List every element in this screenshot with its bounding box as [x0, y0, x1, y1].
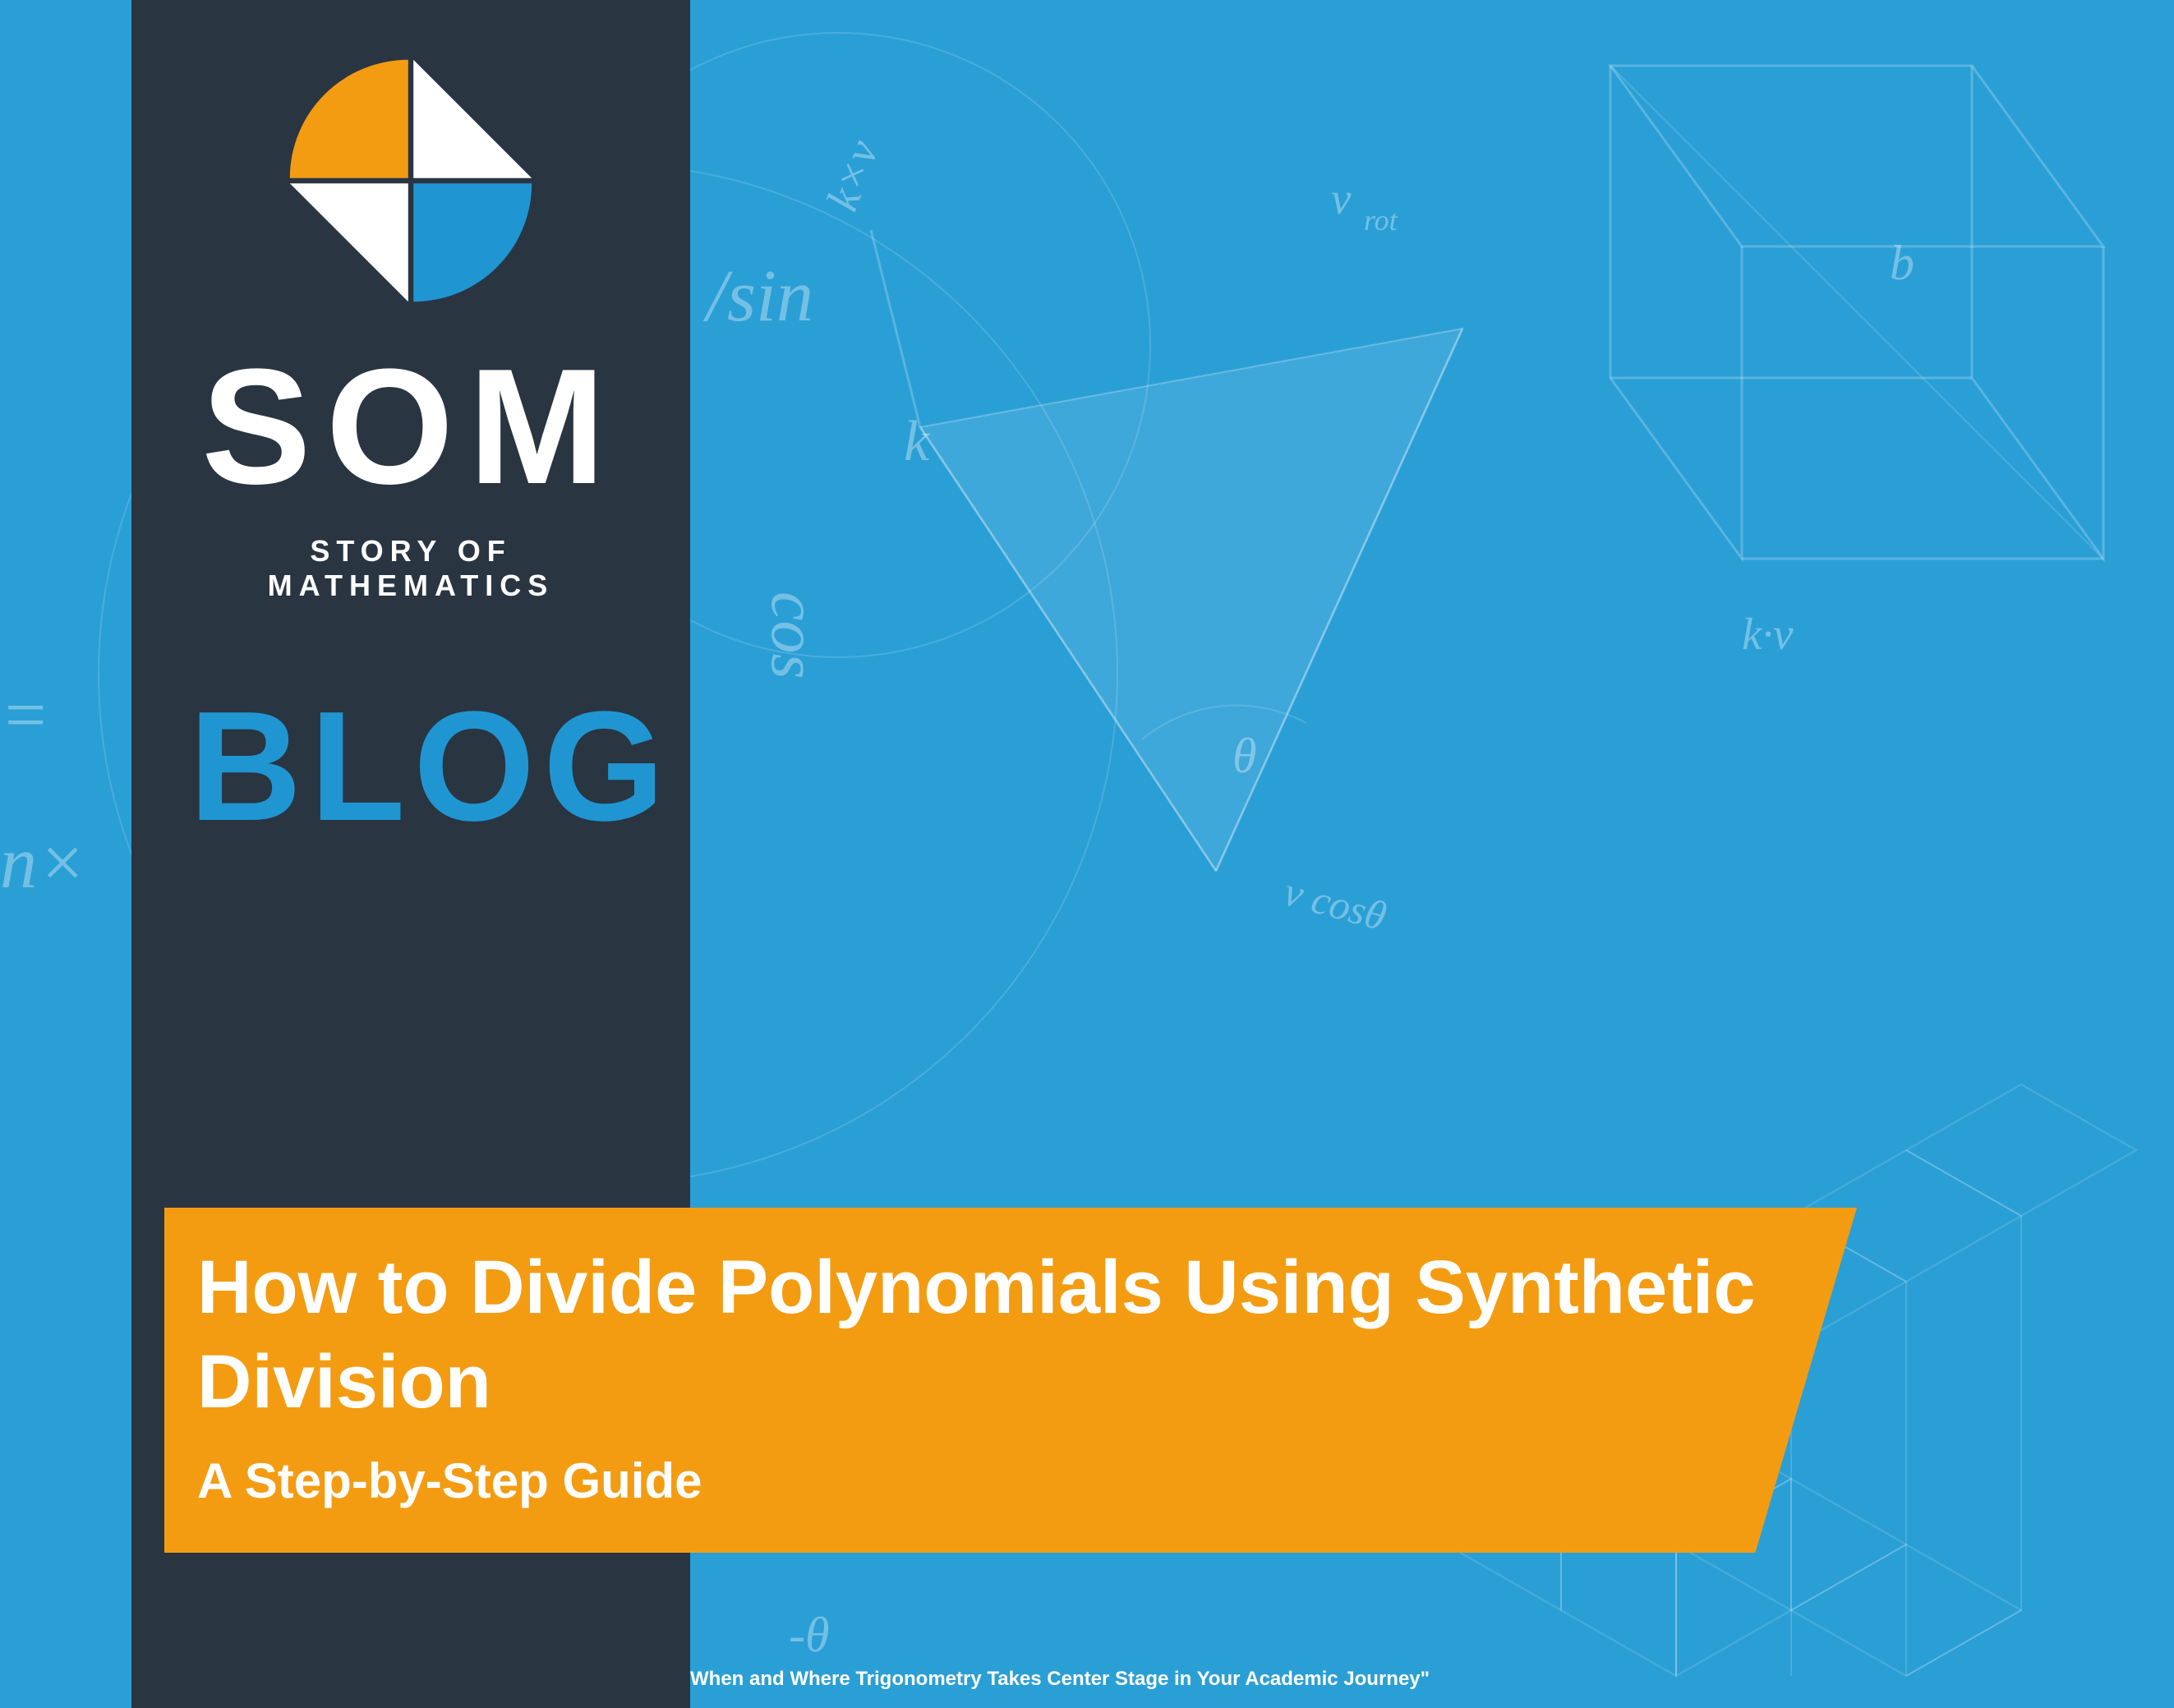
- svg-text:k·v: k·v: [1742, 609, 1794, 659]
- svg-text:n×: n×: [0, 822, 87, 904]
- logo-mark: [279, 49, 542, 312]
- logo-quad-br: [413, 183, 532, 302]
- post-subtitle: A Step-by-Step Guide: [197, 1452, 1808, 1509]
- logo-mark-svg: [279, 49, 542, 312]
- svg-text:-θ: -θ: [789, 1608, 829, 1662]
- blog-label: BLOG: [189, 677, 641, 856]
- blog-hero-graphic: /sin cos θ k k×v v rot: [0, 0, 2174, 1708]
- svg-text:v: v: [1331, 173, 1352, 223]
- svg-text:θ: θ: [1232, 729, 1256, 783]
- svg-text:k: k: [904, 410, 931, 473]
- logo-quad-tr: [413, 60, 532, 178]
- svg-text:b: b: [1890, 236, 1914, 290]
- logo-wordmark: SOM: [181, 345, 641, 509]
- footer-caption: When and Where Trigonometry Takes Center…: [690, 1668, 1430, 1691]
- post-title: How to Divide Polynomials Using Syntheti…: [197, 1241, 1808, 1429]
- svg-text:=: =: [0, 674, 50, 756]
- logo-quad-tl: [290, 60, 408, 178]
- svg-text:v cosθ: v cosθ: [1279, 868, 1391, 940]
- logo-tagline: STORY OF MATHEMATICS: [181, 534, 641, 603]
- svg-text:/sin: /sin: [702, 256, 813, 337]
- logo-block: SOM STORY OF MATHEMATICS BLOG: [181, 49, 641, 856]
- title-banner: How to Divide Polynomials Using Syntheti…: [164, 1208, 1857, 1553]
- svg-text:k×v: k×v: [817, 133, 888, 217]
- logo-quad-bl: [290, 183, 408, 302]
- svg-text:cos: cos: [758, 592, 830, 679]
- svg-text:rot: rot: [1364, 204, 1398, 237]
